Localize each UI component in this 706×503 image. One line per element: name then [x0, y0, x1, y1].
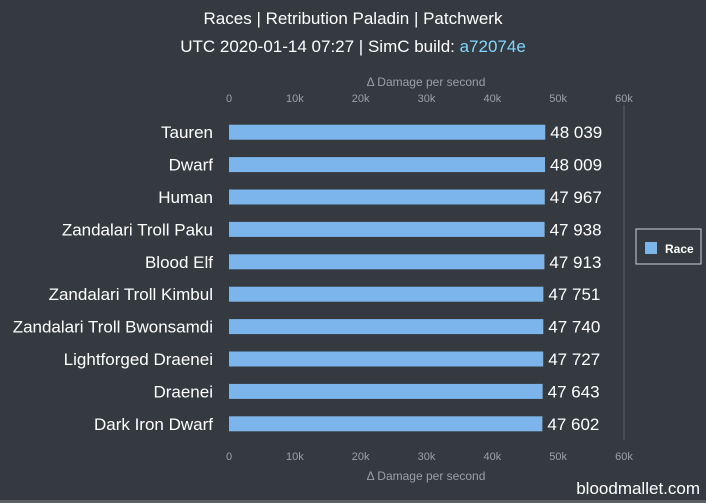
legend-swatch: [645, 242, 657, 254]
data-label: 47 727: [548, 350, 600, 369]
x-axis-bottom: 0 10k 20k 30k 40k 50k 60k: [226, 451, 633, 463]
category-label: Draenei: [153, 382, 213, 401]
category-label: Zandalari Troll Kimbul: [49, 285, 213, 304]
bar[interactable]: [229, 254, 545, 270]
x-tick-label-top: 0: [226, 93, 232, 105]
x-tick-label-bottom: 40k: [483, 451, 501, 463]
bar[interactable]: [229, 157, 546, 173]
x-tick-label-bottom: 0: [226, 451, 232, 463]
category-label: Zandalari Troll Paku: [62, 220, 213, 239]
bar[interactable]: [229, 319, 544, 335]
build-link[interactable]: a72074e: [460, 37, 526, 56]
x-tick-label-top: 10k: [286, 93, 304, 105]
data-label: 48 009: [550, 156, 602, 175]
data-label: 47 643: [548, 382, 600, 401]
x-tick-label-bottom: 50k: [549, 451, 567, 463]
bar[interactable]: [229, 124, 546, 140]
x-tick-label-top: 20k: [352, 93, 370, 105]
x-tick-label-top: 30k: [418, 93, 436, 105]
chart-subtitle: UTC 2020-01-14 07:27 | SimC build: a7207…: [180, 37, 526, 56]
category-label: Lightforged Draenei: [64, 350, 213, 369]
data-label: 47 967: [550, 188, 602, 207]
x-tick-label-bottom: 10k: [286, 451, 304, 463]
x-tick-label-top: 60k: [615, 93, 633, 105]
x-tick-label-bottom: 30k: [418, 451, 436, 463]
legend[interactable]: Race: [635, 228, 702, 265]
x-axis-title-top: Δ Damage per second: [367, 75, 486, 89]
data-label: 47 938: [550, 220, 602, 239]
bar[interactable]: [229, 189, 545, 205]
bottom-stripe: [0, 500, 706, 503]
legend-box: [635, 228, 702, 265]
bar[interactable]: [229, 221, 545, 237]
watermark: bloodmallet.com: [576, 479, 700, 498]
x-tick-label-bottom: 20k: [352, 451, 370, 463]
data-label: 47 740: [548, 318, 600, 337]
bar[interactable]: [229, 351, 544, 367]
data-label: 47 602: [547, 415, 599, 434]
chart-title: Races | Retribution Paladin | Patchwerk: [204, 9, 503, 28]
category-label: Dark Iron Dwarf: [94, 415, 213, 434]
data-labels: 48 039 48 009 47 967 47 938 47 913 47 751 47 7…: [547, 123, 602, 434]
data-label: 48 039: [550, 123, 602, 142]
x-axis-top: 0 10k 20k 30k 40k 50k 60k: [226, 93, 633, 105]
legend-label[interactable]: Race: [665, 242, 694, 256]
x-tick-label-top: 40k: [483, 93, 501, 105]
bar[interactable]: [229, 383, 543, 399]
category-labels: Tauren Dwarf Human Zandalari Troll Paku Bloo…: [13, 123, 214, 434]
category-label: Blood Elf: [145, 253, 213, 272]
bars: [229, 124, 546, 432]
category-label: Dwarf: [169, 156, 214, 175]
data-label: 47 751: [548, 285, 600, 304]
bar[interactable]: [229, 416, 543, 432]
subtitle-text: UTC 2020-01-14 07:27 | SimC build:: [180, 37, 459, 56]
category-label: Human: [158, 188, 213, 207]
x-tick-label-top: 50k: [549, 93, 567, 105]
data-label: 47 913: [549, 253, 601, 272]
x-tick-label-bottom: 60k: [615, 451, 633, 463]
x-axis-title-bottom: Δ Damage per second: [367, 469, 486, 483]
category-label: Tauren: [161, 123, 213, 142]
bar[interactable]: [229, 286, 544, 302]
category-label: Zandalari Troll Bwonsamdi: [13, 318, 213, 337]
